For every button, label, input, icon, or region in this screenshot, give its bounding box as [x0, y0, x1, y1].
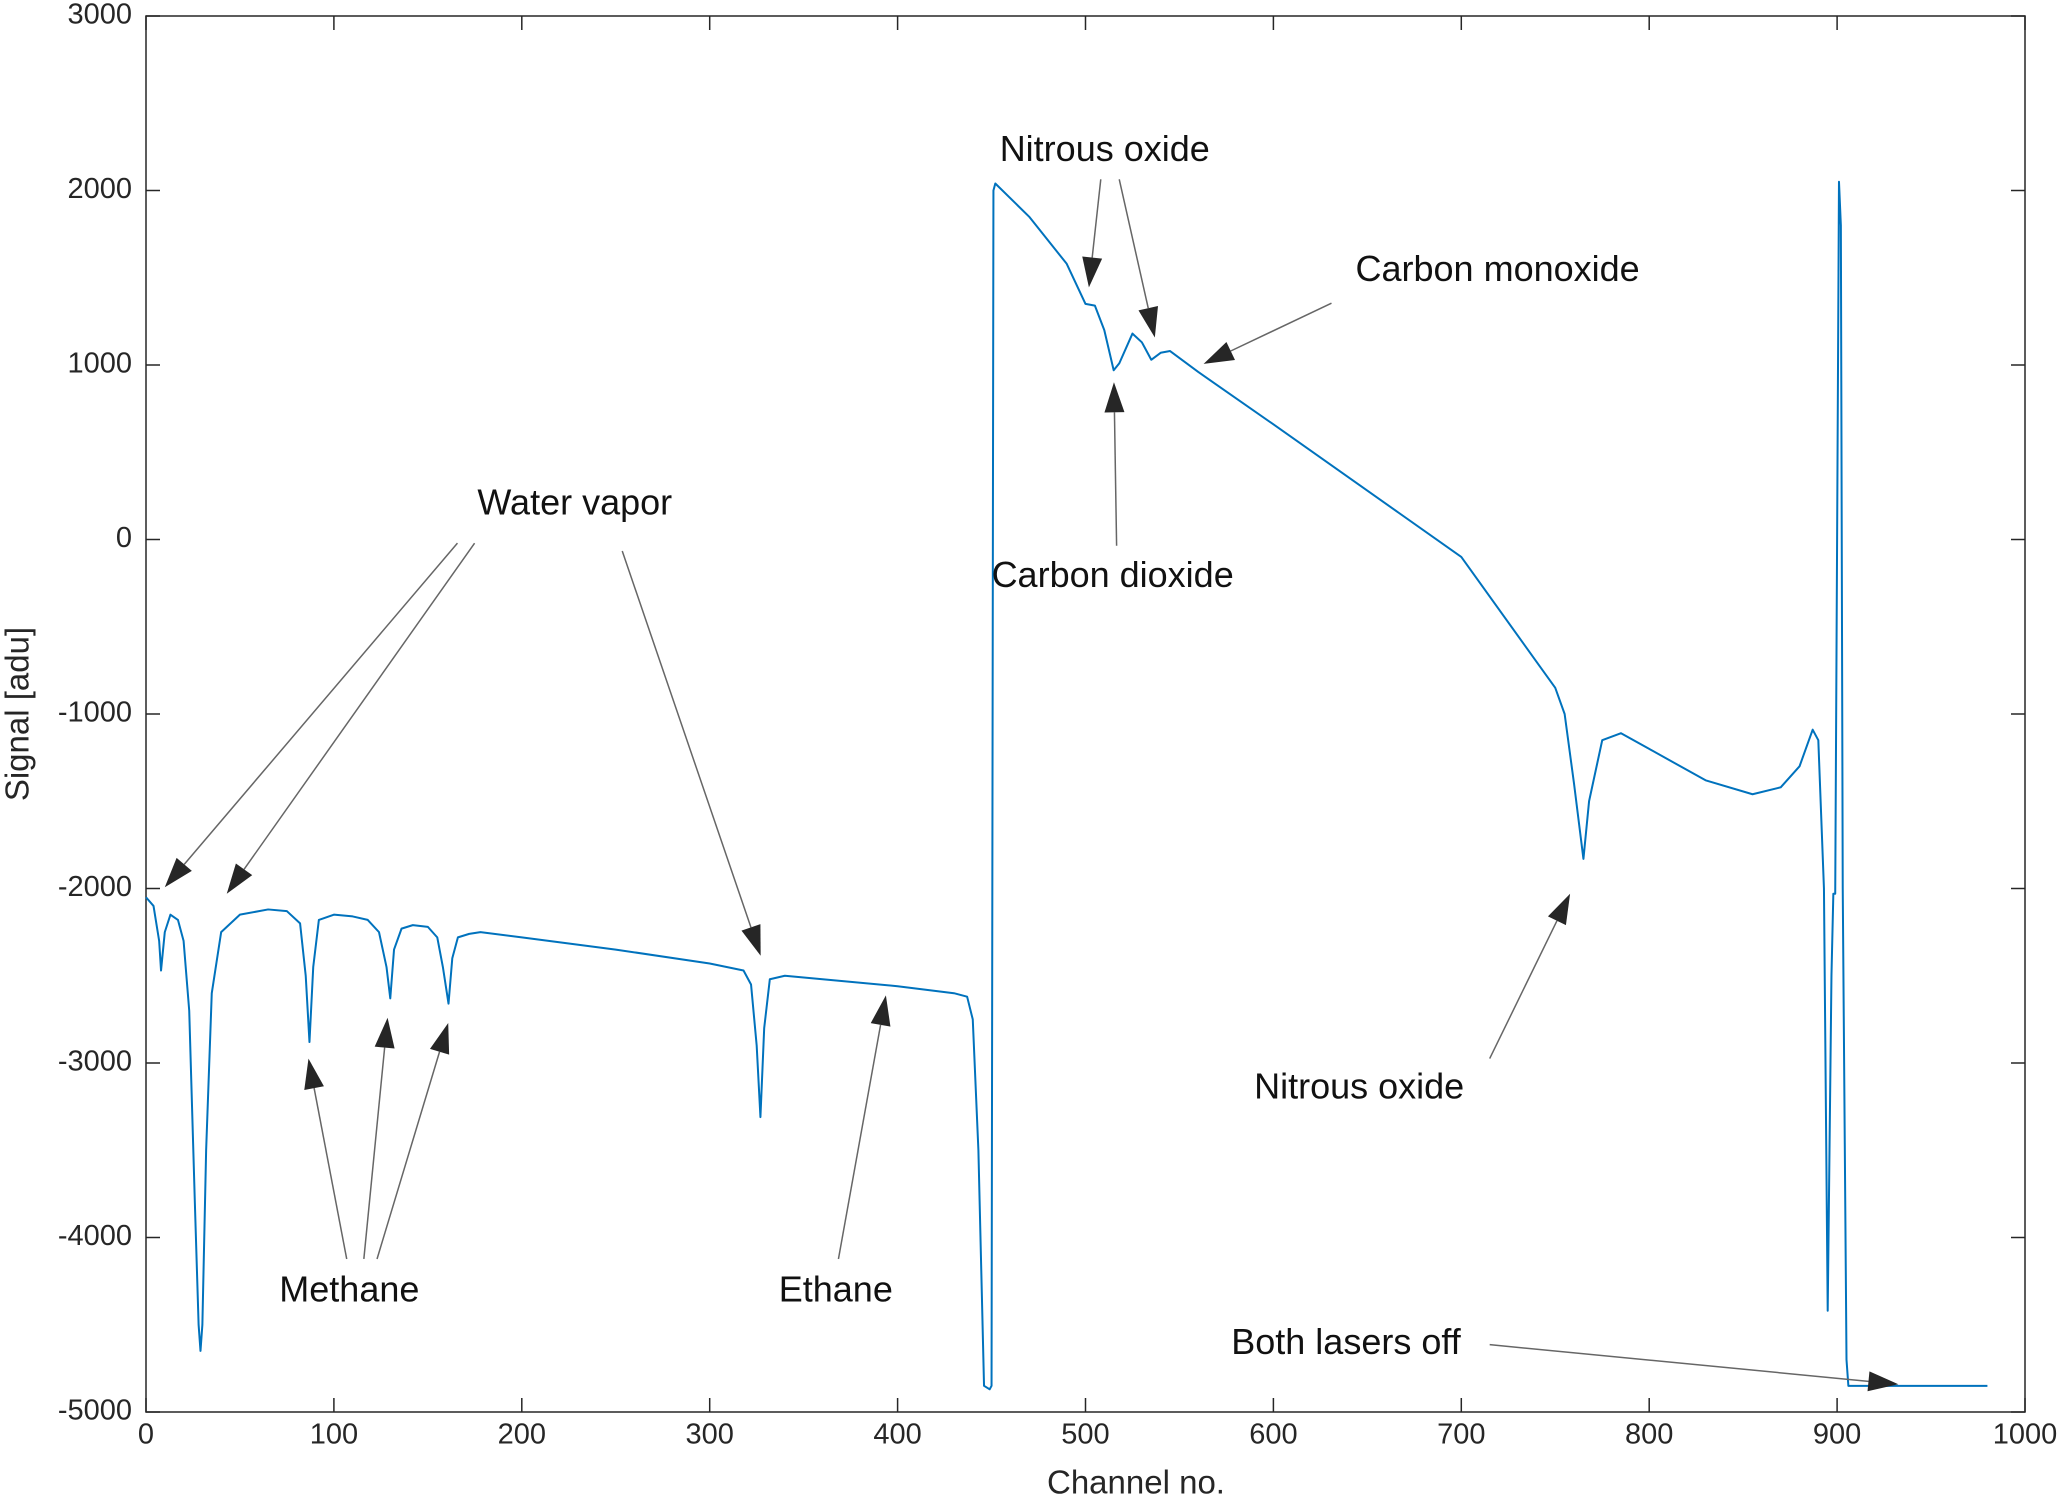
annotation-arrow — [183, 542, 459, 865]
annotation: Water vapor — [477, 481, 672, 522]
annotation: Both lasers off — [1231, 1321, 1461, 1362]
y-tick-label: -5000 — [58, 1395, 132, 1427]
arrow-head — [1203, 341, 1235, 364]
data-line — [145, 180, 1988, 1391]
arrow-head — [870, 995, 891, 1027]
annotation-arrow — [1489, 920, 1558, 1059]
arrow-head — [1867, 1371, 1899, 1392]
arrow-head — [1104, 382, 1125, 413]
x-tick-label: 600 — [1249, 1419, 1297, 1451]
annotation: Methane — [279, 1268, 419, 1309]
annotation-arrow — [1091, 179, 1102, 258]
x-tick-label: 900 — [1813, 1419, 1861, 1451]
annotation: Carbon dioxide — [992, 554, 1234, 595]
annotation-arrow — [621, 550, 752, 928]
annotation: Carbon monoxide — [1356, 248, 1640, 289]
y-tick-label: -4000 — [58, 1220, 132, 1252]
y-tick-label: -1000 — [58, 697, 132, 729]
arrow-head — [226, 863, 253, 894]
y-tick-label: 3000 — [67, 0, 132, 31]
arrow-head — [304, 1058, 324, 1090]
annotation-arrow — [243, 542, 476, 870]
y-tick-label: -3000 — [58, 1046, 132, 1078]
arrow-head — [1082, 256, 1103, 288]
annotation: Ethane — [779, 1268, 893, 1309]
annotation-arrow — [313, 1087, 348, 1260]
y-tick-label: -2000 — [58, 871, 132, 903]
annotation-arrow — [837, 1024, 882, 1260]
x-tick-label: 100 — [310, 1419, 358, 1451]
x-tick-label: 800 — [1625, 1419, 1673, 1451]
arrow-head — [741, 924, 761, 956]
y-tick-label: 1000 — [67, 348, 132, 380]
y-axis-label: Signal [adu] — [0, 627, 36, 801]
arrow-head — [429, 1023, 450, 1055]
x-tick-label: 1000 — [1993, 1419, 2058, 1451]
annotation-arrow — [1113, 412, 1118, 546]
x-tick-label: 300 — [686, 1419, 734, 1451]
annotation-arrow — [376, 1051, 441, 1260]
x-tick-label: 400 — [873, 1419, 921, 1451]
x-tick-label: 200 — [498, 1419, 546, 1451]
annotation: Nitrous oxide — [1254, 1065, 1464, 1106]
annotation-arrow — [363, 1047, 386, 1260]
annotation-arrow — [1118, 179, 1149, 309]
x-tick-label: 500 — [1061, 1419, 1109, 1451]
arrow-head — [1138, 306, 1159, 338]
x-tick-label: 700 — [1437, 1419, 1485, 1451]
plot-frame — [145, 15, 2026, 1413]
x-tick-label: 0 — [138, 1419, 154, 1451]
annotation-arrow — [1489, 1343, 1869, 1383]
arrow-head — [374, 1017, 395, 1049]
y-tick-label: 2000 — [67, 173, 132, 205]
y-tick-label: 0 — [116, 522, 132, 554]
annotation-arrow — [1230, 302, 1332, 352]
arrow-head — [1547, 893, 1571, 926]
x-axis-label: Channel no. — [1047, 1464, 1225, 1501]
annotation: Nitrous oxide — [1000, 128, 1210, 169]
arrow-head — [164, 857, 192, 888]
